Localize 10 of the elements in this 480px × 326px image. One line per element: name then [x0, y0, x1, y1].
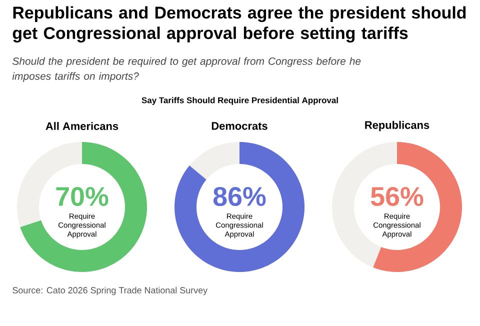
- data-label: 56%: [370, 186, 424, 206]
- data-label: 70%: [56, 186, 108, 206]
- text: Should the president be required to get approval from Congress before he imposes tariffs on imports?: [12, 57, 361, 82]
- data-label: 86%: [213, 186, 266, 206]
- chart-title: Republicans: [365, 120, 430, 132]
- text: Republicans and Democrats agree the president should get Congressional approval before setting tariffs: [12, 6, 466, 42]
- chart-title: All Americans: [46, 122, 118, 130]
- text: Say Tariffs Should Require Presidential Approval: [142, 97, 338, 105]
- chart-title: Democrats: [212, 122, 268, 130]
- source-note: Source: Cato 2026 Spring Trade National Survey: [12, 286, 208, 296]
